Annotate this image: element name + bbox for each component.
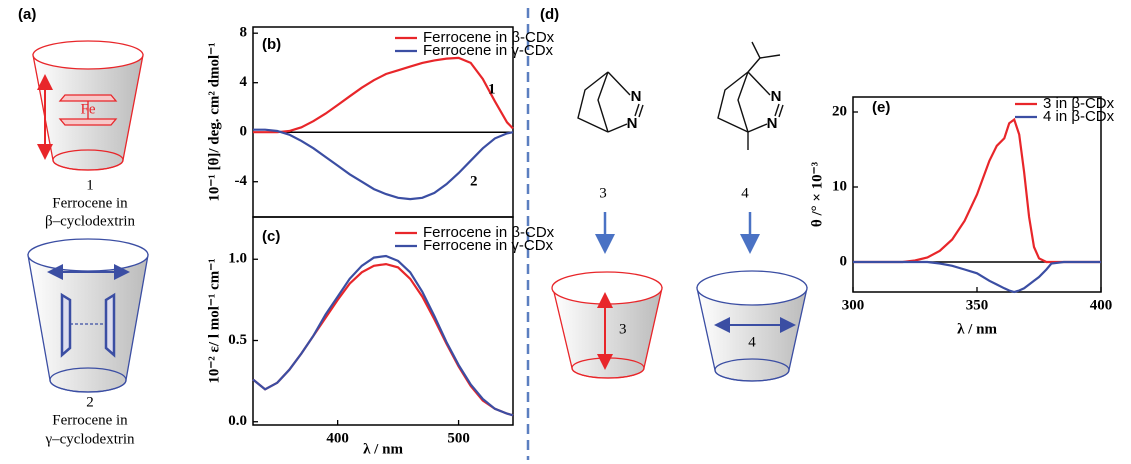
x-axis-label: λ / nm bbox=[363, 441, 403, 457]
x-tick-label: 500 bbox=[447, 430, 470, 446]
series-line bbox=[252, 262, 514, 417]
cup-4 bbox=[696, 270, 808, 382]
x-tick-label: 400 bbox=[326, 430, 349, 446]
series-line bbox=[853, 117, 1101, 264]
panel-label: (e) bbox=[872, 99, 890, 116]
atom: N bbox=[627, 115, 638, 132]
legend-label: Ferrocene in γ-CDx bbox=[423, 237, 554, 254]
panel-label: (b) bbox=[262, 36, 281, 53]
y-tick-label: 1.0 bbox=[228, 251, 247, 267]
caption: Ferrocene in bbox=[52, 412, 128, 428]
panel-label: (a) bbox=[18, 6, 36, 23]
x-tick-label: 350 bbox=[966, 297, 989, 313]
y-tick-label: 0.0 bbox=[228, 413, 247, 429]
molecule-number: 3 bbox=[599, 185, 607, 201]
molecule-number: 4 bbox=[741, 185, 749, 201]
panel-label: (c) bbox=[262, 228, 280, 245]
cup-gamma bbox=[27, 238, 149, 393]
x-axis-label: λ / nm bbox=[957, 321, 997, 337]
cup-number: 3 bbox=[619, 321, 627, 337]
series-line bbox=[253, 56, 514, 134]
annotation: 1 bbox=[488, 81, 496, 97]
series-line bbox=[252, 254, 514, 417]
y-tick-label: 0 bbox=[840, 253, 848, 269]
series-line bbox=[853, 260, 1101, 294]
y-tick-label: 4 bbox=[240, 74, 248, 90]
series-line bbox=[253, 128, 514, 201]
caption: β–cyclodextrin bbox=[45, 213, 136, 229]
y-axis-label: 10⁻¹ [θ]/ deg. cm² dmol⁻¹ bbox=[206, 42, 222, 201]
cup-beta bbox=[32, 40, 144, 171]
cup-number: 4 bbox=[748, 334, 756, 350]
annotation: 2 bbox=[470, 173, 478, 189]
item-number: 2 bbox=[86, 394, 94, 410]
y-tick-label: 0.5 bbox=[228, 332, 247, 348]
legend-label: 4 in β-CDx bbox=[1043, 108, 1115, 125]
y-tick-label: 10 bbox=[832, 178, 847, 194]
y-axis-label: 10⁻² ε/ l mol⁻¹ cm⁻¹ bbox=[206, 258, 222, 383]
legend-label: Ferrocene in γ-CDx bbox=[423, 42, 554, 59]
molecule-3 bbox=[577, 71, 644, 133]
caption: γ–cyclodextrin bbox=[44, 431, 135, 447]
legend-label: 3 in β-CDx bbox=[1043, 95, 1115, 112]
plot-frame bbox=[252, 216, 514, 426]
y-tick-label: 20 bbox=[832, 103, 847, 119]
y-axis-label: θ /° × 10⁻³ bbox=[809, 161, 825, 227]
legend-label: Ferrocene in β-CDx bbox=[423, 224, 555, 241]
y-tick-label: 0 bbox=[240, 124, 248, 140]
y-tick-label: 8 bbox=[240, 25, 248, 41]
atom: N bbox=[771, 88, 782, 105]
panel-label: (d) bbox=[540, 6, 559, 23]
legend-label: Ferrocene in β-CDx bbox=[423, 29, 555, 46]
y-tick-label: -4 bbox=[235, 173, 248, 189]
item-number: 1 bbox=[86, 177, 94, 193]
molecule-4 bbox=[717, 41, 784, 150]
caption: Ferrocene in bbox=[52, 195, 128, 211]
atom: N bbox=[631, 88, 642, 105]
atom: N bbox=[767, 115, 778, 132]
fe-label: Fe bbox=[81, 101, 96, 117]
x-tick-label: 400 bbox=[1090, 297, 1113, 313]
cup-3 bbox=[551, 271, 663, 379]
x-tick-label: 300 bbox=[842, 297, 865, 313]
